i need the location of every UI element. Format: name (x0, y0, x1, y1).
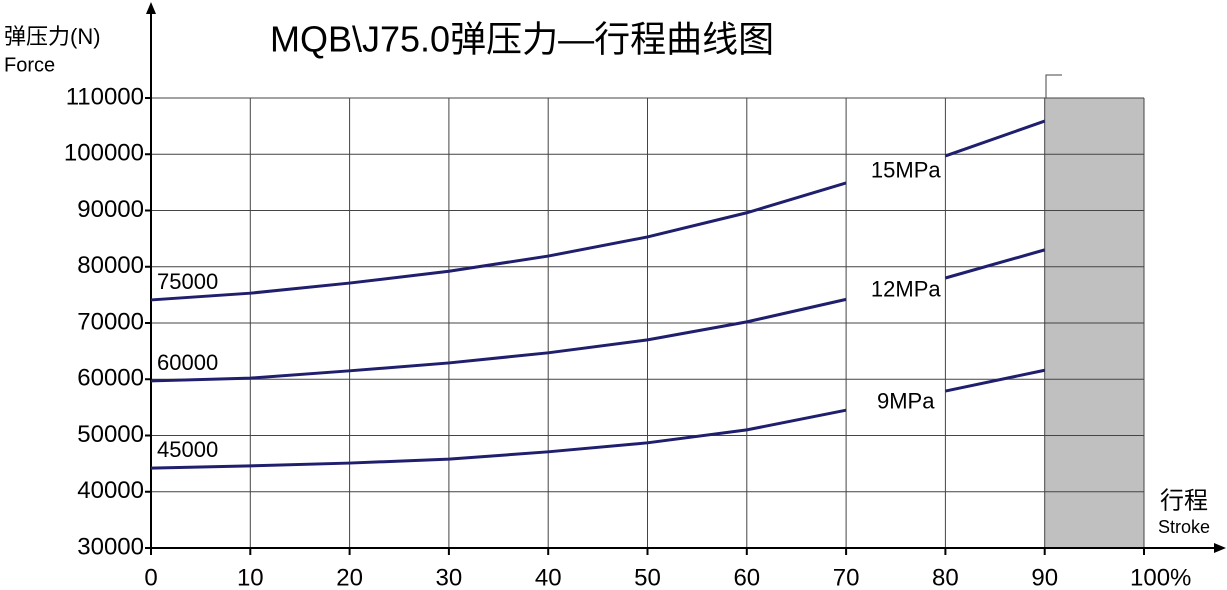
start-label: 75000 (157, 269, 218, 294)
series-label: 9MPa (877, 388, 935, 413)
chart-title: MQB\J75.0弹压力—行程曲线图 (270, 19, 774, 60)
y-axis-arrow (146, 2, 156, 14)
y-tick-label: 80000 (77, 252, 144, 279)
x-tick-label: 10 (237, 564, 264, 590)
y-tick-label: 100000 (64, 140, 144, 167)
y-tick-label: 70000 (77, 308, 144, 335)
series-line (150, 119, 1046, 302)
x-tick-label: 60 (733, 564, 760, 590)
series-line (150, 248, 1046, 383)
region-marker (1045, 74, 1062, 98)
x-tick-label: 40 (535, 564, 562, 590)
y-tick-label: 50000 (77, 421, 144, 448)
x-axis-label-en: Stroke (1158, 517, 1210, 537)
y-tick-label: 40000 (77, 477, 144, 504)
x-tick-label: 50 (634, 564, 661, 590)
y-tick-label: 90000 (77, 196, 144, 223)
x-axis-arrow (1214, 543, 1226, 553)
y-tick-label: 60000 (77, 365, 144, 392)
x-tick-label: 20 (336, 564, 363, 590)
y-tick-label: 30000 (77, 533, 144, 560)
series-label: 15MPa (871, 157, 941, 182)
plot-area (151, 97, 1145, 549)
x-tick-label: 30 (436, 564, 463, 590)
x-axis-label: 行程 (1160, 487, 1208, 514)
y-tick-label: 110000 (66, 83, 144, 110)
x-tick-label: 90 (1031, 564, 1058, 590)
y-axis-label: 弹压力(N) (4, 24, 101, 49)
series-line (150, 368, 1046, 470)
start-label: 45000 (157, 437, 218, 462)
start-label: 60000 (157, 350, 218, 375)
y-axis-label-en: Force (4, 54, 55, 76)
x-tick-label: 70 (833, 564, 860, 590)
x-tick-label: 0 (144, 564, 157, 590)
series-label: 12MPa (871, 277, 941, 302)
x-tick-label: 80 (932, 564, 959, 590)
x-tick-label: 100% (1130, 564, 1191, 590)
